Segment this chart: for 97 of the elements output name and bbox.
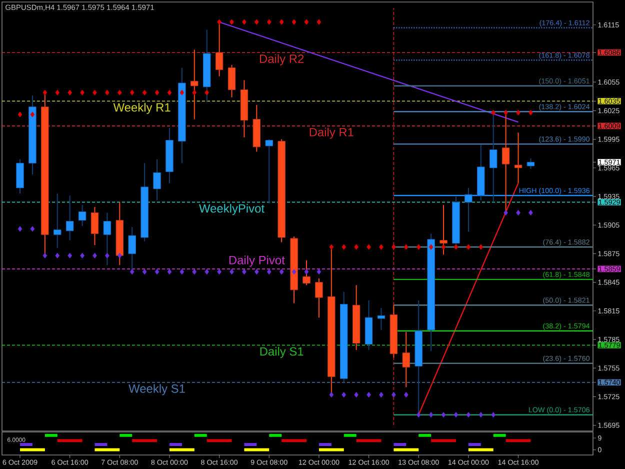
point	[304, 268, 309, 275]
point	[92, 252, 97, 258]
candlestick	[402, 331, 410, 388]
point	[105, 90, 110, 96]
point	[92, 90, 97, 96]
point	[154, 90, 160, 96]
ref-line-label: Weekly R1	[113, 102, 170, 114]
point	[454, 412, 458, 418]
point	[392, 244, 396, 250]
point	[528, 210, 533, 216]
point	[404, 244, 408, 250]
point	[242, 19, 246, 25]
point	[142, 268, 147, 275]
candlestick	[78, 204, 86, 227]
point	[167, 90, 172, 96]
point	[80, 252, 84, 258]
point	[466, 412, 471, 418]
point	[428, 412, 434, 418]
ref-line-label: Daily R1	[310, 128, 354, 139]
point	[416, 412, 421, 418]
point	[68, 90, 72, 96]
candlestick	[90, 206, 99, 246]
point	[491, 110, 496, 116]
point	[142, 90, 147, 96]
point	[266, 268, 272, 275]
point	[279, 268, 284, 275]
point	[416, 244, 421, 250]
point	[441, 244, 446, 250]
point	[118, 90, 122, 96]
point	[180, 90, 184, 96]
point	[329, 244, 334, 250]
point	[454, 244, 458, 250]
ref-line-label: WeeklyPivot	[199, 204, 264, 216]
point	[478, 244, 484, 250]
point	[180, 268, 184, 275]
point	[528, 110, 533, 116]
point	[316, 268, 322, 275]
point	[118, 252, 122, 258]
point	[204, 90, 209, 96]
point	[18, 112, 22, 118]
point	[504, 210, 508, 216]
point	[316, 19, 322, 25]
point	[329, 392, 334, 398]
point	[30, 112, 35, 118]
point	[441, 412, 446, 418]
point	[292, 268, 296, 275]
candlestick	[440, 204, 448, 256]
point	[192, 268, 197, 275]
candlestick	[103, 212, 112, 266]
point	[342, 392, 346, 398]
ref-line-label: Daily S1	[260, 346, 304, 358]
point	[192, 90, 197, 96]
candlestick	[302, 260, 310, 286]
point	[167, 268, 172, 275]
point	[130, 268, 134, 275]
candlestick	[526, 158, 535, 170]
point	[42, 90, 48, 96]
candlestick	[54, 193, 62, 248]
candlestick	[153, 158, 161, 201]
point	[68, 252, 72, 258]
point	[504, 110, 508, 116]
point	[379, 244, 384, 250]
point	[279, 19, 284, 25]
point	[354, 244, 358, 250]
candlestick	[377, 308, 386, 330]
point	[18, 226, 22, 232]
point	[130, 90, 134, 96]
point	[80, 90, 84, 96]
point	[491, 412, 496, 418]
candlestick	[514, 132, 522, 184]
point	[292, 19, 296, 25]
candlestick	[190, 49, 198, 120]
point	[366, 244, 371, 250]
point	[428, 244, 434, 250]
point	[266, 19, 272, 25]
point	[42, 252, 48, 258]
point	[55, 252, 60, 258]
point	[516, 110, 520, 116]
point	[230, 19, 234, 25]
ref-line-label: Weekly S1	[128, 384, 185, 396]
ref-line-label: Daily Pivot	[229, 256, 285, 267]
point	[342, 244, 346, 250]
candlestick	[228, 64, 236, 98]
point	[478, 412, 484, 418]
point	[105, 252, 110, 258]
point	[516, 210, 520, 216]
point	[30, 226, 35, 232]
point	[55, 90, 60, 96]
point	[466, 244, 471, 250]
candlestick	[66, 195, 74, 241]
candlestick	[265, 138, 273, 204]
ref-line-label: Daily R2	[260, 54, 304, 66]
candlestick	[315, 278, 323, 318]
point	[254, 19, 259, 25]
point	[217, 19, 222, 25]
point	[304, 19, 309, 25]
point	[154, 268, 160, 275]
